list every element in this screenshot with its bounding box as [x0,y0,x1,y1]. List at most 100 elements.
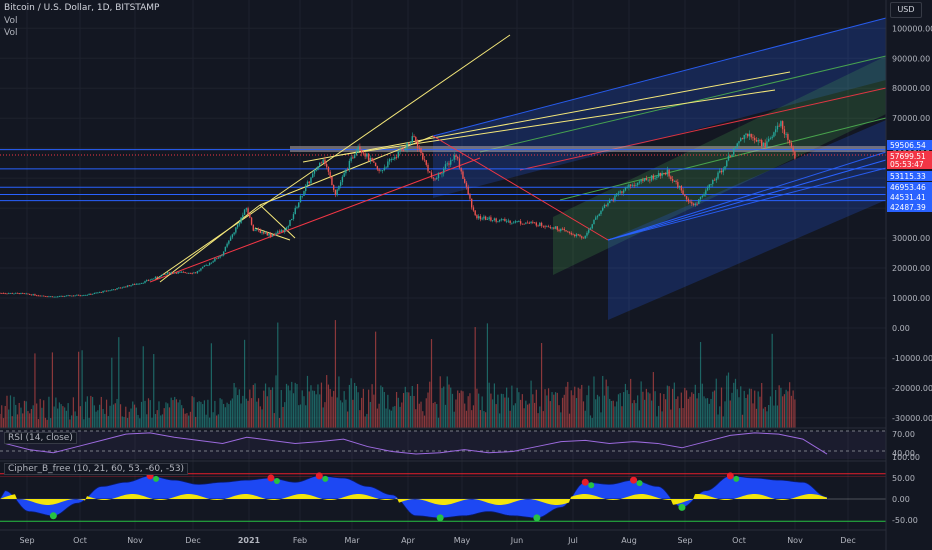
cipher-tick-label: 0.00 [892,495,910,504]
candle-body [357,146,359,152]
volume-bar [409,395,412,428]
candle-body [528,222,531,224]
candle-body [731,154,733,157]
candle-body [53,296,55,298]
cipher-buy-dot [733,475,740,482]
volume-bar [271,387,274,428]
cipher-label-text: Cipher_B_free (10, 21, 60, 53, -60, -53) [4,463,189,475]
volume-bar [694,384,696,428]
volume-bar [754,390,756,428]
volume-bar [504,397,506,428]
cipher-buy-dot [636,480,643,487]
volume-bar [65,410,67,428]
time-tick-label: Apr [401,536,416,545]
volume-bars [0,320,796,428]
volume-bar [666,385,668,428]
time-axis[interactable]: Sep Oct Nov Dec 2021 Feb Mar Apr May Jun Jul Aug Sep… [19,536,855,545]
candle-body [392,159,394,160]
volume-bar [8,409,10,428]
volume-bar [78,351,80,428]
candle-body [628,184,630,188]
candle-body [785,134,787,135]
candle-body [229,237,232,241]
candle-body [558,229,560,231]
candle-body [778,125,780,127]
volume-bar [511,385,513,428]
volume-bar [481,396,483,428]
currency-button[interactable]: USD [890,2,922,18]
volume-bar [334,320,337,428]
volume-bar [743,390,745,428]
candle-body [305,185,307,192]
volume-bar [182,408,185,428]
candle-body [189,272,192,274]
candle-body [123,286,125,288]
volume-bar [93,405,95,428]
time-tick-label: Sep [677,536,692,545]
candle-body [67,295,69,297]
candle-body [743,134,745,140]
candle-body [719,170,721,173]
candle-body [313,169,316,174]
candle-body [46,296,48,298]
candle-body [729,155,731,157]
volume-bar [228,404,230,428]
candle-body [236,224,239,228]
volume-bar [685,390,688,428]
volume-bar [523,408,525,428]
candle-body [579,234,581,237]
volume-bar [682,408,684,428]
volume-bar [25,401,27,428]
volume-bar [62,406,64,428]
trendline [339,89,776,156]
candle-body [271,234,274,237]
candle-body [511,222,513,224]
volume-bar [745,397,747,428]
volume-bar [102,408,104,428]
candle-body [98,291,101,293]
volume-bar [51,352,54,428]
candle-body [100,291,103,293]
candle-body [479,216,482,220]
cipher-buy-dot [678,503,686,511]
price-label-box [887,182,932,192]
candle-body [126,285,129,288]
volume-bar [285,383,288,428]
candle-body [114,289,117,291]
volume-bar [663,393,665,428]
price-tick-label: 70000.00 [892,114,930,123]
volume-bar [570,390,572,428]
volume-bar [575,398,578,428]
volume-bar [551,392,553,428]
volume-bar [98,404,101,428]
volume-bar [640,381,642,428]
volume-bar [567,381,569,428]
cipher-pane [0,472,886,522]
candle-body [320,162,323,164]
candle-body [434,178,436,180]
volume-bar [556,392,558,428]
volume-bar [628,394,630,428]
volume-bar [782,396,784,428]
candle-body [257,228,260,231]
volume-bar [4,405,6,428]
candle-body [60,295,62,297]
candle-body [128,285,130,287]
volume-bar [64,407,66,428]
candle-body [296,207,298,209]
volume-bar [406,392,408,428]
volume-bar [36,403,38,428]
candle-body [256,228,258,230]
candle-body [146,280,148,282]
volume-bar [673,382,675,428]
rsi-tick-label: 40.00 [892,449,915,458]
volume-bar [165,402,167,428]
trendline [149,157,481,283]
candle-body [184,271,186,273]
candle-body [525,222,527,224]
candle-body [238,222,241,225]
candle-body [755,140,758,142]
candle-body [109,290,111,292]
